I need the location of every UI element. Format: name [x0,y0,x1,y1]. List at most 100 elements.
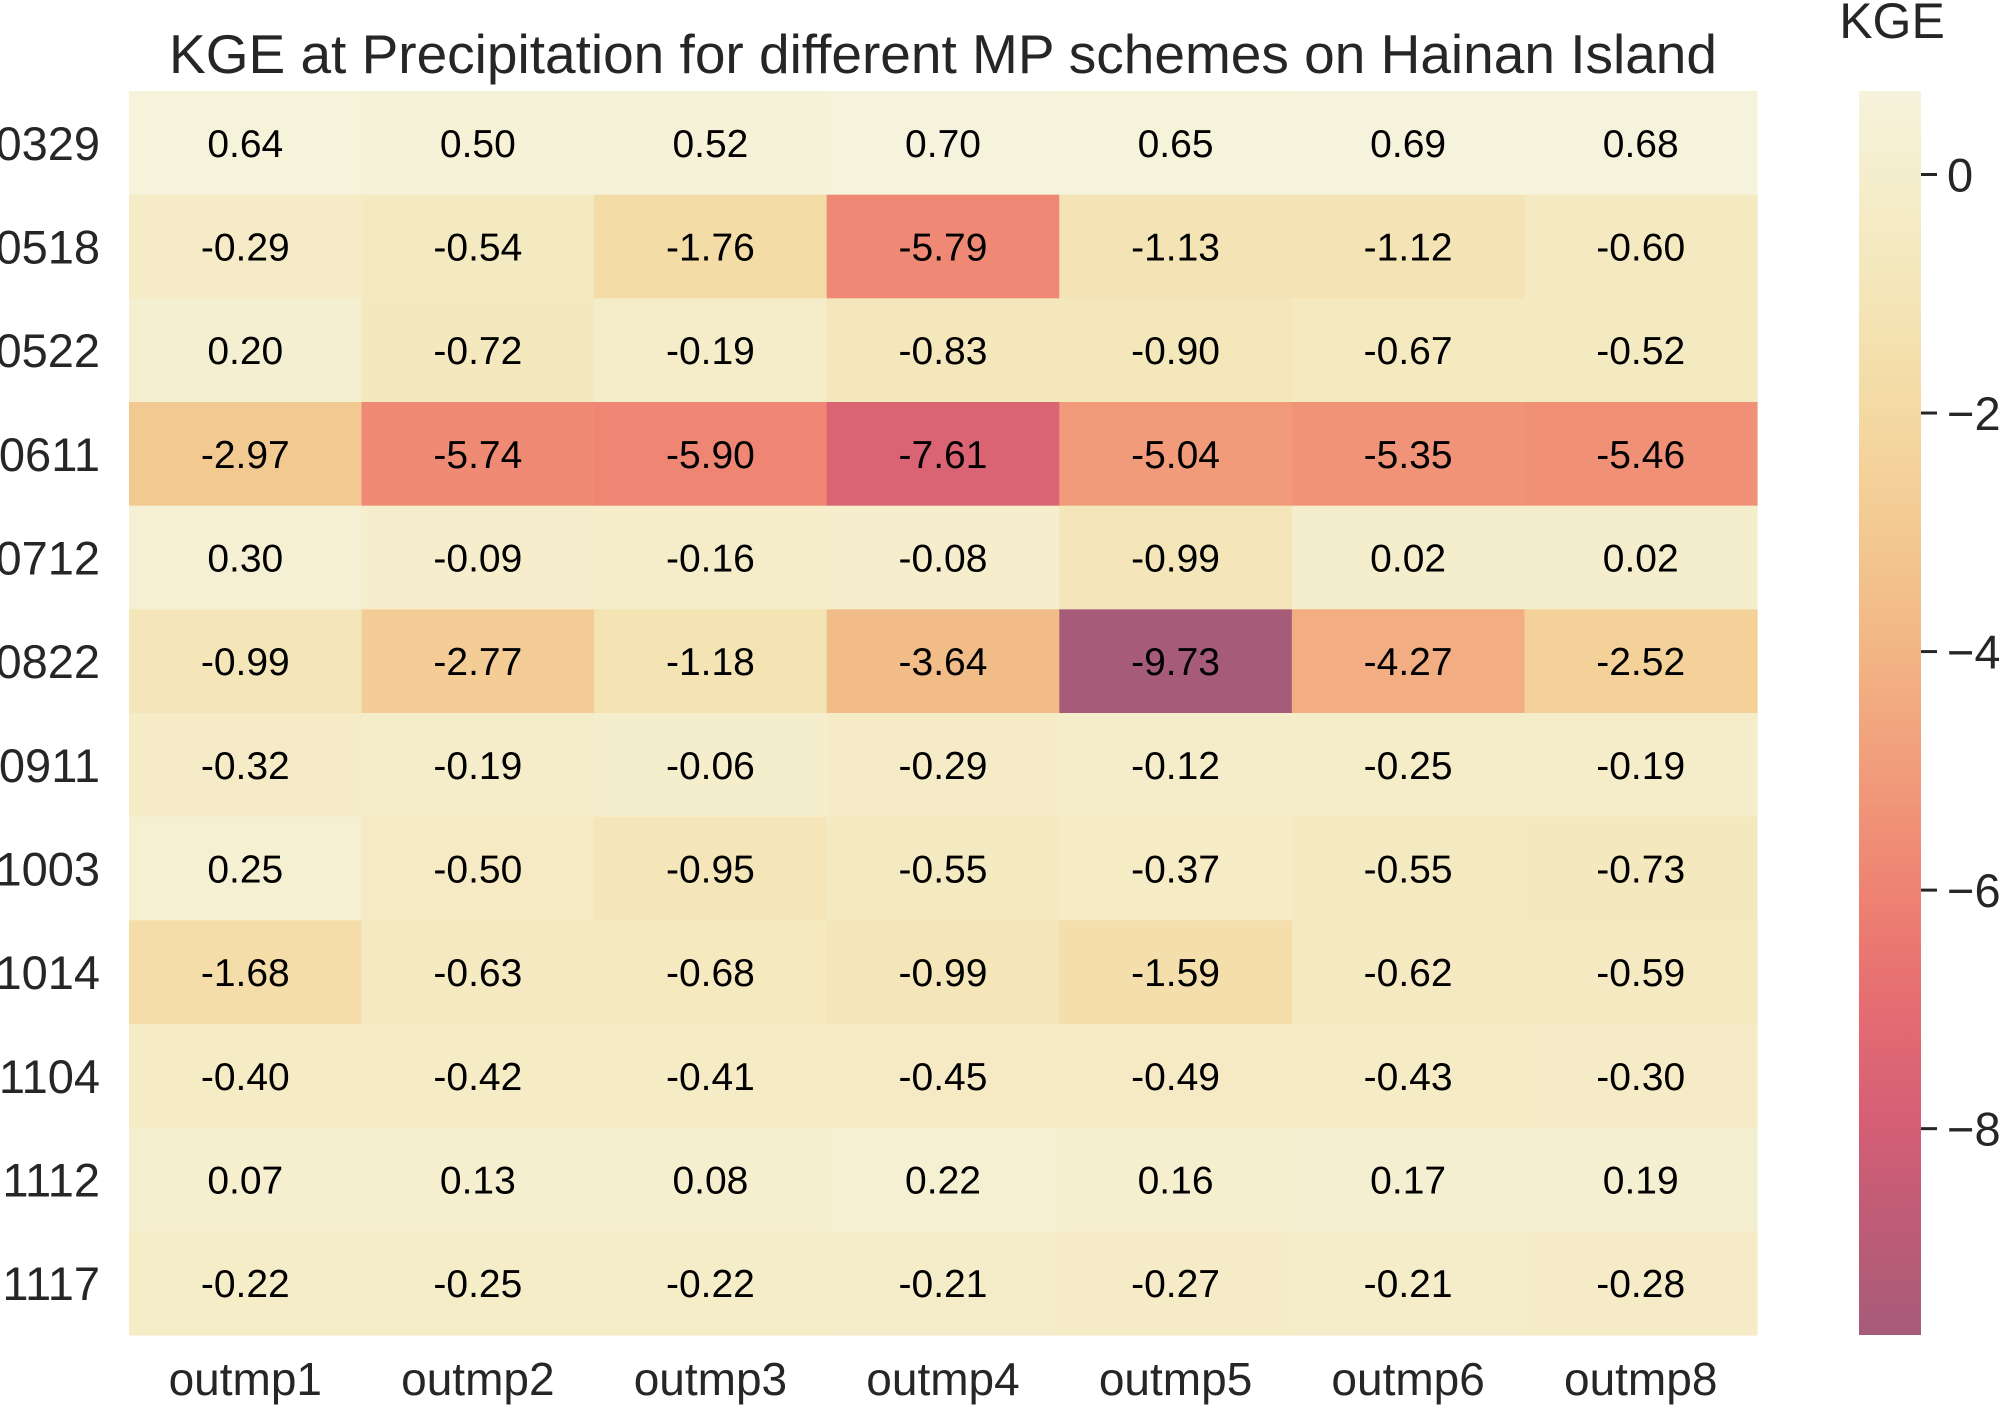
cell-value-label: -1.68 [201,952,290,995]
heatmap-cell [594,816,828,921]
cell-value-label: -0.21 [1364,1263,1453,1306]
x-tick-label: outmp3 [634,1353,787,1405]
cell-value-label: -1.12 [1364,227,1453,270]
heatmap-cell [594,609,828,714]
x-tick-label: outmp2 [401,1353,554,1405]
heatmap-cell [129,713,363,818]
x-tick-label: outmp6 [1331,1353,1484,1405]
cell-value-label: -0.09 [433,538,522,581]
cell-value-label: -0.83 [899,330,988,373]
cell-value-labels: 0.64 0.50 0.52 0.70 0.65 0.69 0.68 -0.29 -0.54 -1… [201,123,1685,1306]
heatmap-cell [594,713,828,818]
cell-value-label: -0.67 [1364,330,1453,373]
cell-value-label: -0.27 [1131,1263,1220,1306]
cell-value-label: -0.99 [1131,538,1220,581]
heatmap-cell [594,402,828,507]
cell-value-label: -0.73 [1596,849,1685,892]
heatmap-cell [1059,1127,1293,1232]
cell-value-label: 0.07 [207,1160,283,1203]
heatmap-cell [1524,713,1758,818]
cell-value-label: -0.29 [201,227,290,270]
colorbar-label: KGE [1839,0,1945,49]
cell-value-label: 0.02 [1370,538,1446,581]
heatmap-cell [1524,1231,1758,1336]
cell-value-label: -0.90 [1131,330,1220,373]
y-tick-label: 1014 [0,946,100,999]
heatmap-cell [1059,91,1293,196]
heatmap-cell [1059,920,1293,1025]
x-tick-label: outmp1 [169,1353,322,1405]
heatmap-cell [361,91,595,196]
heatmap-cells [129,91,1758,1336]
heatmap-cell [361,298,595,403]
y-tick-label: 1112 [2,1154,100,1207]
heatmap-cell [361,713,595,818]
cell-value-label: 0.20 [207,330,283,373]
cell-value-label: -0.30 [1596,1056,1685,1099]
cell-value-label: -0.29 [899,745,988,788]
cell-value-label: -0.40 [201,1056,290,1099]
cell-value-label: -0.62 [1364,952,1453,995]
cell-value-label: -0.55 [899,849,988,892]
cell-value-label: -0.06 [666,745,755,788]
cell-value-label: -7.61 [899,434,988,477]
cell-value-label: 0.13 [440,1160,516,1203]
heatmap-cell [1524,505,1758,610]
heatmap-cell [1524,298,1758,403]
cell-value-label: 0.16 [1138,1160,1214,1203]
y-tick-label: 0911 [0,739,100,792]
cell-value-label: -4.27 [1364,641,1453,684]
cell-value-label: 0.02 [1603,538,1679,581]
heatmap-cell [826,1231,1060,1336]
heatmap-cell [594,505,828,610]
cell-value-label: 0.68 [1603,123,1679,166]
y-tick-label: 0712 [0,532,100,585]
heatmap-cell [826,194,1060,299]
heatmap-cell [1524,194,1758,299]
cell-value-label: -0.25 [1364,745,1453,788]
heatmap-cell [1059,609,1293,714]
heatmap-cell [826,298,1060,403]
cell-value-label: 0.50 [440,123,516,166]
cell-value-label: -5.35 [1364,434,1453,477]
heatmap-cell [129,1231,363,1336]
cell-value-label: 0.70 [905,123,981,166]
cell-value-label: -0.99 [201,641,290,684]
heatmap-cell [1291,1127,1526,1232]
cell-value-label: 0.08 [672,1160,748,1203]
heatmap-cell [594,920,828,1025]
heatmap-cell [594,194,828,299]
heatmap-cell [1524,609,1758,714]
heatmap-cell [594,298,828,403]
y-tick-label: 1003 [0,843,100,896]
heatmap-cell [1291,1231,1526,1336]
heatmap-cell [1524,402,1758,507]
cell-value-label: -0.72 [433,330,522,373]
cell-value-label: -5.79 [899,227,988,270]
cell-value-label: 0.65 [1138,123,1214,166]
heatmap-cell [1524,1127,1758,1232]
heatmap-cell [129,1024,363,1129]
cell-value-label: -9.73 [1131,641,1220,684]
cell-value-label: 0.19 [1603,1160,1679,1203]
heatmap-cell [1291,816,1526,921]
cell-value-label: -0.59 [1596,952,1685,995]
heatmap-cell [1524,1024,1758,1129]
heatmap-cell [361,402,595,507]
colorbar-tick-label: −6 [1947,864,1999,917]
cell-value-label: 0.52 [672,123,748,166]
cell-value-label: 0.17 [1370,1160,1446,1203]
heatmap-cell [361,609,595,714]
heatmap-cell [129,920,363,1025]
heatmap-cell [1059,402,1293,507]
x-axis-tick-labels: outmp1 outmp2 outmp3 outmp4 outmp5 outmp6 outm… [169,1353,1718,1405]
x-tick-label: outmp4 [866,1353,1019,1405]
y-tick-label: 0329 [0,117,100,170]
cell-value-label: -0.22 [666,1263,755,1306]
heatmap-cell [594,91,828,196]
colorbar-tick-label: −4 [1947,626,1999,679]
heatmap-cell [1059,1024,1293,1129]
heatmap-cell [129,1127,363,1232]
cell-value-label: -0.22 [201,1263,290,1306]
cell-value-label: -0.37 [1131,849,1220,892]
